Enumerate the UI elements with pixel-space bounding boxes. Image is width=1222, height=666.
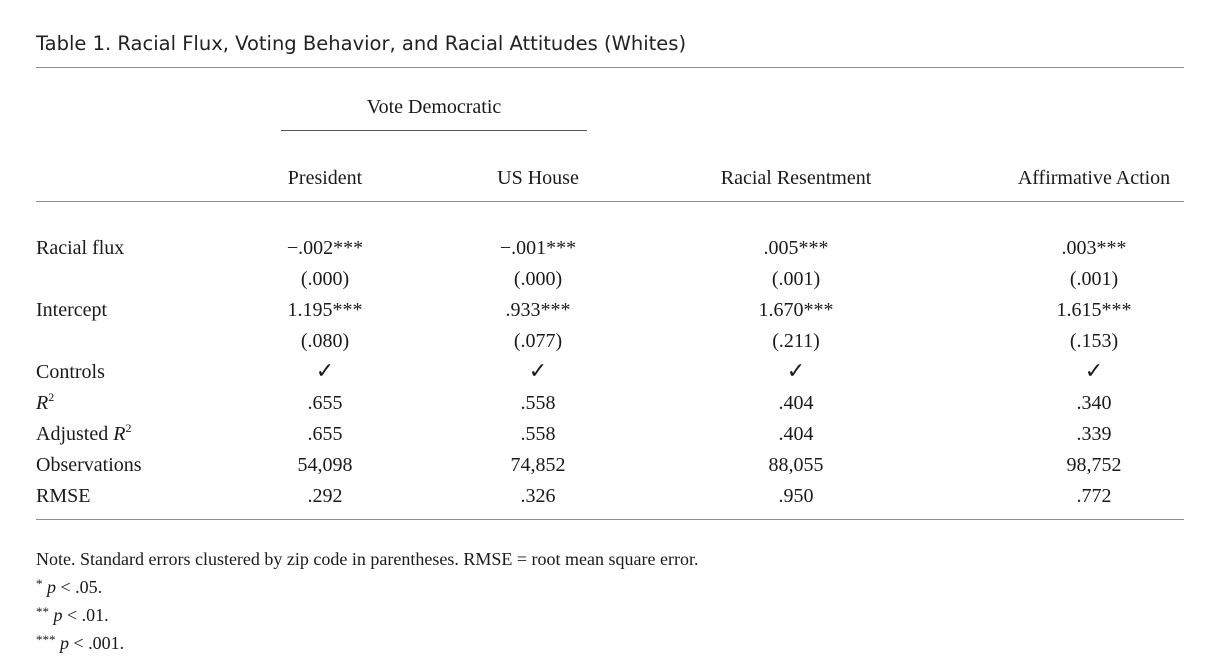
top-rule (36, 67, 1184, 68)
row-label-observations: Observations (36, 454, 142, 476)
spanner-header: Vote Democratic (366, 96, 502, 118)
table-cell: .326 (520, 485, 556, 507)
table-cell: (.153) (1069, 330, 1119, 352)
column-header-racial-resentment: Racial Resentment (720, 167, 872, 189)
row-label-controls: Controls (36, 361, 105, 383)
table-cell: −.001*** (499, 237, 577, 259)
header-rule (36, 201, 1184, 202)
table-caption: Table 1. Racial Flux, Voting Behavior, a… (36, 32, 687, 55)
table-cell: −.002*** (286, 237, 364, 259)
table-cell: .558 (520, 423, 556, 445)
column-header-us-house: US House (497, 167, 579, 189)
spanner-rule (281, 130, 587, 131)
table-cell: 54,098 (297, 454, 353, 476)
table-cell: (.080) (300, 330, 350, 352)
table-cell: .003*** (1061, 237, 1127, 259)
table-cell: .404 (778, 392, 814, 414)
row-label-adjusted-r-squared: Adjusted R2 (36, 421, 132, 445)
table-cell: (.211) (772, 330, 820, 352)
table-cell: (.000) (300, 268, 350, 290)
table-cell: .772 (1076, 485, 1112, 507)
column-header-president: President (287, 167, 363, 189)
row-label-r-squared: R2 (36, 390, 55, 414)
check-icon: ✓ (1084, 359, 1104, 384)
table-cell: 1.615*** (1056, 299, 1132, 321)
row-label-intercept: Intercept (36, 299, 108, 321)
table-cell: .933*** (505, 299, 571, 321)
check-icon: ✓ (786, 359, 806, 384)
table-cell: .292 (307, 485, 343, 507)
table-cell: (.077) (513, 330, 563, 352)
check-icon: ✓ (315, 359, 335, 384)
table-cell: 74,852 (510, 454, 566, 476)
bottom-rule (36, 519, 1184, 520)
table-cell: 1.195*** (287, 299, 363, 321)
row-label-rmse: RMSE (36, 485, 91, 507)
table-cell: .655 (307, 423, 343, 445)
table-cell: .404 (778, 423, 814, 445)
table-cell: 88,055 (768, 454, 824, 476)
table-cell: 98,752 (1066, 454, 1122, 476)
table-cell: (.000) (513, 268, 563, 290)
significance-note: * p < .05. (36, 576, 103, 597)
check-icon: ✓ (528, 359, 548, 384)
table-cell: .005*** (763, 237, 829, 259)
table-cell: .558 (520, 392, 556, 414)
table-cell: .655 (307, 392, 343, 414)
table-cell: .339 (1076, 423, 1112, 445)
table-cell: 1.670*** (758, 299, 834, 321)
row-label-racial-flux: Racial flux (36, 237, 125, 259)
table-cell: (.001) (1069, 268, 1119, 290)
table-cell: (.001) (771, 268, 821, 290)
significance-note: ** p < .01. (36, 604, 109, 625)
column-header-affirmative-action: Affirmative Action (1017, 167, 1171, 189)
table-cell: .950 (778, 485, 814, 507)
table-cell: .340 (1076, 392, 1112, 414)
table-note: Note. Standard errors clustered by zip c… (36, 549, 699, 569)
significance-note: *** p < .001. (36, 632, 125, 653)
